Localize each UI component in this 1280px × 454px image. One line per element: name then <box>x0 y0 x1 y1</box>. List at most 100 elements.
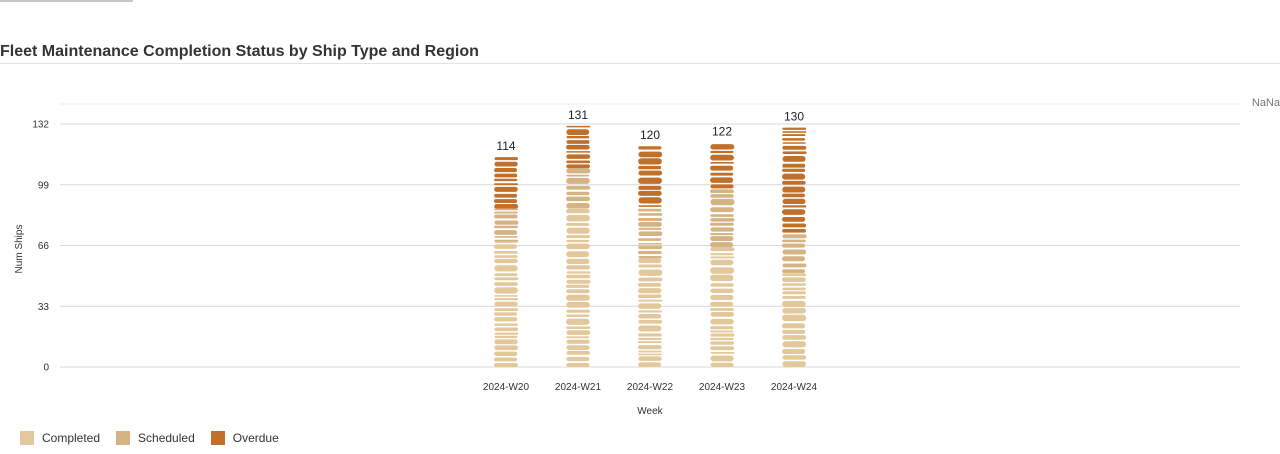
bar-segment-completed[interactable] <box>782 273 807 367</box>
bar-segment-scheduled[interactable] <box>566 168 591 209</box>
bar-stripe <box>566 251 590 258</box>
bar-stripe <box>494 161 518 167</box>
y-axis-ticks: 0 33 66 99 132 <box>32 120 49 374</box>
y-tick-label: 0 <box>43 363 49 374</box>
bar-stripe <box>710 326 734 330</box>
bar-segment-overdue[interactable] <box>638 146 663 207</box>
bar-segment-completed[interactable] <box>710 247 735 367</box>
bar-stripe <box>710 184 734 189</box>
bar-stripe <box>638 227 662 230</box>
bar-stripe <box>638 310 662 313</box>
legend-label-overdue: Overdue <box>232 431 279 445</box>
bar-stripe <box>638 197 662 204</box>
bar-stripe <box>782 263 807 268</box>
bar-stripe <box>710 207 734 213</box>
bar-stripe <box>494 312 517 316</box>
bar-stripe <box>710 333 735 337</box>
bar-segment-overdue[interactable] <box>566 125 591 169</box>
bar-stripe <box>566 227 590 234</box>
bar-stripe <box>494 308 518 312</box>
bar-stripe <box>566 351 590 355</box>
bar-stripe <box>566 168 591 174</box>
bar-stack-2024-W21[interactable] <box>566 125 591 367</box>
bar-stripe <box>782 283 806 286</box>
bar-stack-2024-W24[interactable] <box>782 127 807 367</box>
bar-stripe <box>710 236 734 241</box>
bar-stripe <box>710 355 734 362</box>
bar-stripe <box>566 174 590 177</box>
bar-stripe <box>710 288 734 293</box>
bar-stripe <box>782 273 807 277</box>
bar-stripe <box>710 301 734 307</box>
bar-segment-scheduled[interactable] <box>710 189 735 248</box>
bar-stripe <box>710 194 734 198</box>
bar-stripe <box>494 173 518 178</box>
bar-segment-overdue[interactable] <box>494 157 519 209</box>
bar-stack-2024-W22[interactable] <box>638 146 663 367</box>
bar-stripe <box>566 301 590 308</box>
bar-stripe <box>710 144 735 150</box>
bar-stripe <box>638 356 662 361</box>
bar-stripe <box>638 319 663 324</box>
legend-swatch-overdue <box>210 431 225 445</box>
bar-stripe <box>566 294 590 301</box>
bar-stripe <box>782 308 806 314</box>
bar-segment-scheduled[interactable] <box>638 208 663 259</box>
bar-stripe <box>494 265 518 272</box>
bar-segment-scheduled[interactable] <box>782 234 807 274</box>
bar-stripe <box>710 341 734 345</box>
bar-stripe <box>710 172 734 176</box>
bar-stripe <box>494 225 519 229</box>
bar-segment-completed[interactable] <box>566 209 591 367</box>
bar-stripe <box>782 193 805 198</box>
bar-segment-overdue[interactable] <box>782 127 807 233</box>
bar-segment-overdue[interactable] <box>710 144 735 189</box>
bar-segment-completed[interactable] <box>494 241 519 367</box>
bar-stripe <box>566 318 590 325</box>
legend-item-overdue[interactable]: Overdue <box>210 431 279 445</box>
bar-stripe <box>710 337 734 341</box>
bar-stripe <box>782 249 807 255</box>
bar-stripe <box>494 287 518 294</box>
x-axis-ticks: 2024-W20 2024-W21 2024-W22 2024-W23 2024-W24 <box>483 382 818 393</box>
bar-stripe <box>566 239 590 243</box>
bar-stripe <box>782 355 807 360</box>
bar-stripe <box>782 349 806 355</box>
legend-label-completed: Completed <box>42 431 101 445</box>
bar-stripe <box>494 345 519 351</box>
bar-stripe <box>566 274 591 279</box>
bar-stripe <box>638 362 662 367</box>
bar-stripe <box>782 186 806 193</box>
bar-stack-2024-W20[interactable] <box>494 157 519 367</box>
bar-stripe <box>710 161 734 164</box>
bar-stripe <box>566 196 590 202</box>
bar-stripe <box>710 214 734 217</box>
bar-stripe <box>494 230 518 235</box>
bar-stripe <box>710 227 735 232</box>
legend-item-completed[interactable]: Completed <box>20 431 100 445</box>
bar-stripe <box>710 362 734 367</box>
bar-stripe <box>782 209 806 215</box>
bar-stripe <box>494 339 518 345</box>
bar-stripe <box>638 170 663 176</box>
bar-stripe <box>494 204 519 209</box>
chart-title: Fleet Maintenance Completion Status by S… <box>0 43 479 60</box>
bar-stripe <box>638 256 662 259</box>
bar-stripe <box>494 357 517 362</box>
bar-stripe <box>638 231 663 237</box>
bar-stripe <box>710 253 734 256</box>
bar-stripe <box>494 157 519 161</box>
bar-stripe <box>566 223 590 226</box>
legend-item-scheduled[interactable]: Scheduled <box>116 431 195 445</box>
bar-stripe <box>638 350 662 353</box>
bar-stripe <box>638 282 662 287</box>
bar-stripe <box>566 154 591 159</box>
bar-stripe <box>782 134 806 136</box>
bar-segment-scheduled[interactable] <box>494 208 519 242</box>
bar-segment-completed[interactable] <box>638 258 663 367</box>
bar-stripe <box>638 208 662 212</box>
bar-stripe <box>494 241 518 243</box>
bar-stripe <box>710 283 734 287</box>
bar-stack-2024-W23[interactable] <box>710 144 735 367</box>
